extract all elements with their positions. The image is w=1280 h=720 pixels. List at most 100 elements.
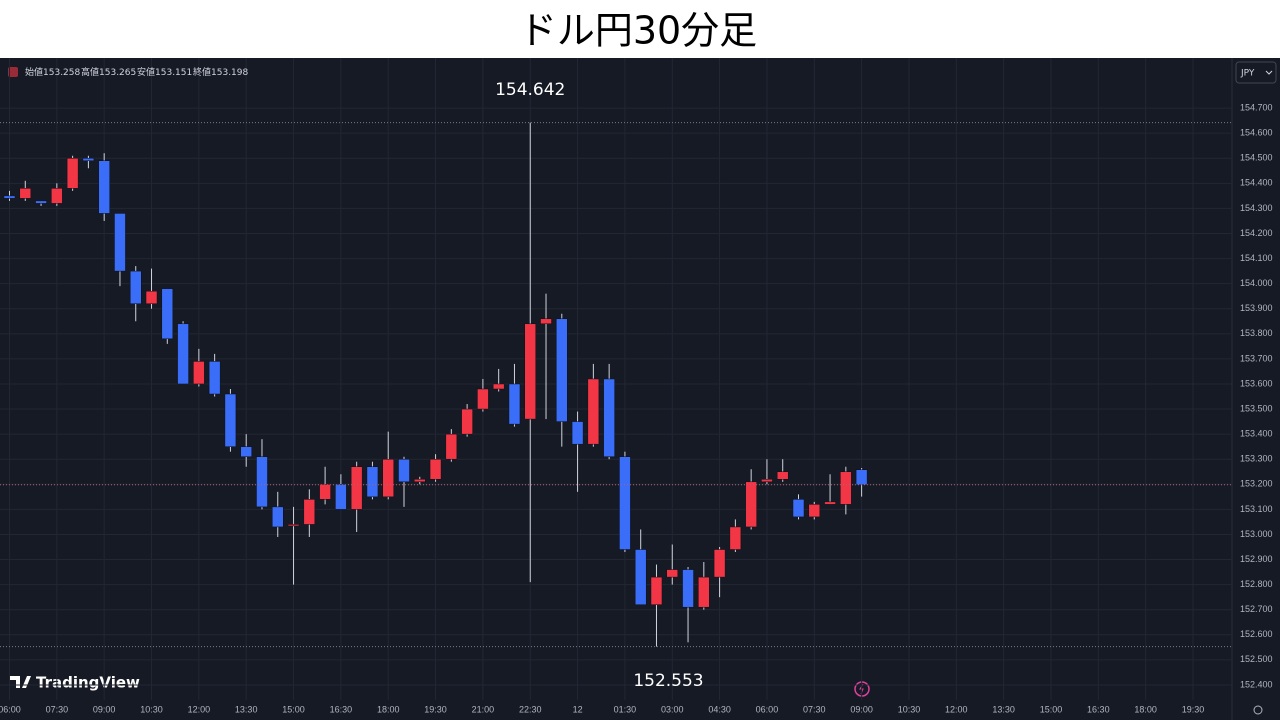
y-tick-label: 154.100 [1240, 253, 1273, 263]
brand-name: TradingView [36, 674, 140, 692]
low-annotation: 152.553 [633, 671, 703, 691]
candle-body [161, 288, 174, 340]
ohlc-item: 高値153.265 [81, 66, 136, 78]
candle-body [698, 576, 710, 608]
candle-body [287, 524, 300, 527]
candle-body [114, 213, 126, 272]
x-tick-label: 18:00 [1134, 704, 1157, 714]
candle-body [224, 393, 237, 447]
ohlc-label: 始値 [25, 66, 43, 78]
candle-body [540, 318, 552, 325]
candle-body [366, 466, 379, 498]
candle-body [445, 433, 458, 460]
ohlc-label: 安値 [137, 66, 155, 78]
candle-body [650, 576, 663, 605]
ohlc-item: 安値153.151 [137, 66, 192, 78]
candle-body [303, 499, 316, 525]
y-tick-label: 154.400 [1240, 178, 1273, 188]
candle-body [398, 458, 410, 483]
candle-body [619, 456, 631, 550]
candle-body [461, 408, 473, 435]
candle-body [729, 526, 742, 550]
y-tick-label: 154.500 [1240, 153, 1273, 163]
candle-body [761, 479, 773, 483]
candle-body [855, 469, 868, 486]
x-tick-label: 12 [573, 704, 583, 714]
candle-body [145, 290, 158, 304]
x-tick-label: 07:30 [46, 704, 69, 714]
x-tick-label: 09:00 [93, 704, 116, 714]
ohlc-item: 終値153.198 [193, 66, 249, 78]
ohlc-value: 153.151 [155, 68, 192, 78]
candle-body [19, 188, 32, 199]
y-tick-label: 152.700 [1240, 604, 1273, 614]
y-tick-label: 153.000 [1240, 529, 1273, 539]
x-tick-label: 19:30 [1182, 704, 1205, 714]
candle-body [3, 195, 16, 199]
y-tick-label: 152.400 [1240, 679, 1273, 689]
x-tick-label: 06:00 [756, 704, 779, 714]
y-tick-label: 152.800 [1240, 579, 1273, 589]
candle-body [429, 458, 442, 480]
candle-body [587, 378, 600, 445]
y-tick-label: 153.400 [1240, 429, 1273, 439]
x-tick-label: 21:00 [472, 704, 495, 714]
ohlc-value: 153.258 [43, 68, 80, 78]
candle-body [524, 323, 536, 420]
candle-body [98, 160, 110, 214]
candle-body [66, 157, 79, 189]
title-banner [0, 0, 1280, 58]
candle-body [556, 318, 568, 422]
y-tick-label: 153.100 [1240, 504, 1273, 514]
y-tick-label: 153.500 [1240, 403, 1273, 413]
x-tick-label: 15:00 [1040, 704, 1063, 714]
x-tick-label: 10:30 [898, 704, 921, 714]
x-tick-label: 01:30 [614, 704, 637, 714]
candle-body [824, 501, 836, 505]
candle-body [840, 471, 852, 505]
y-tick-label: 153.700 [1240, 353, 1273, 363]
candle-body [35, 200, 47, 204]
x-tick-label: 15:00 [282, 704, 305, 714]
y-tick-label: 152.900 [1240, 554, 1273, 564]
candle-body [666, 569, 679, 578]
x-tick-label: 09:00 [850, 704, 873, 714]
ohlc-label: 終値 [193, 66, 211, 78]
x-tick-label: 16:30 [1087, 704, 1110, 714]
y-tick-label: 152.600 [1240, 629, 1273, 639]
candle-body [776, 471, 789, 480]
candle-body [208, 361, 221, 395]
candle-body [808, 504, 821, 518]
x-tick-label: 06:00 [0, 704, 21, 714]
y-tick-label: 153.900 [1240, 303, 1273, 313]
y-tick-label: 154.000 [1240, 278, 1273, 288]
candle-body [129, 270, 142, 304]
x-tick-label: 22:30 [519, 704, 542, 714]
candle-body [335, 484, 347, 510]
candle-body [193, 361, 205, 385]
candle-body [319, 484, 331, 500]
candle-body [571, 421, 584, 445]
candle-body [792, 499, 805, 518]
candle-body [634, 549, 647, 605]
x-tick-label: 19:30 [424, 704, 447, 714]
x-tick-label: 13:30 [235, 704, 258, 714]
x-tick-label: 18:00 [377, 704, 400, 714]
currency-chevron [1265, 70, 1273, 75]
candle-body [272, 506, 284, 528]
currency-label: JPY [1240, 69, 1255, 79]
candle-body [492, 383, 505, 390]
y-tick-label: 153.600 [1240, 378, 1273, 388]
candle-body [414, 479, 426, 483]
candle-body [508, 383, 521, 425]
symbol-icon [8, 67, 18, 77]
candle-body [177, 323, 189, 385]
currency-button[interactable] [1235, 61, 1277, 84]
candle-body [256, 456, 268, 508]
x-tick-label: 07:30 [803, 704, 826, 714]
settings-icon[interactable] [1253, 705, 1263, 715]
y-tick-label: 153.200 [1240, 479, 1273, 489]
candle-body [51, 188, 63, 204]
y-tick-label: 154.200 [1240, 228, 1273, 238]
